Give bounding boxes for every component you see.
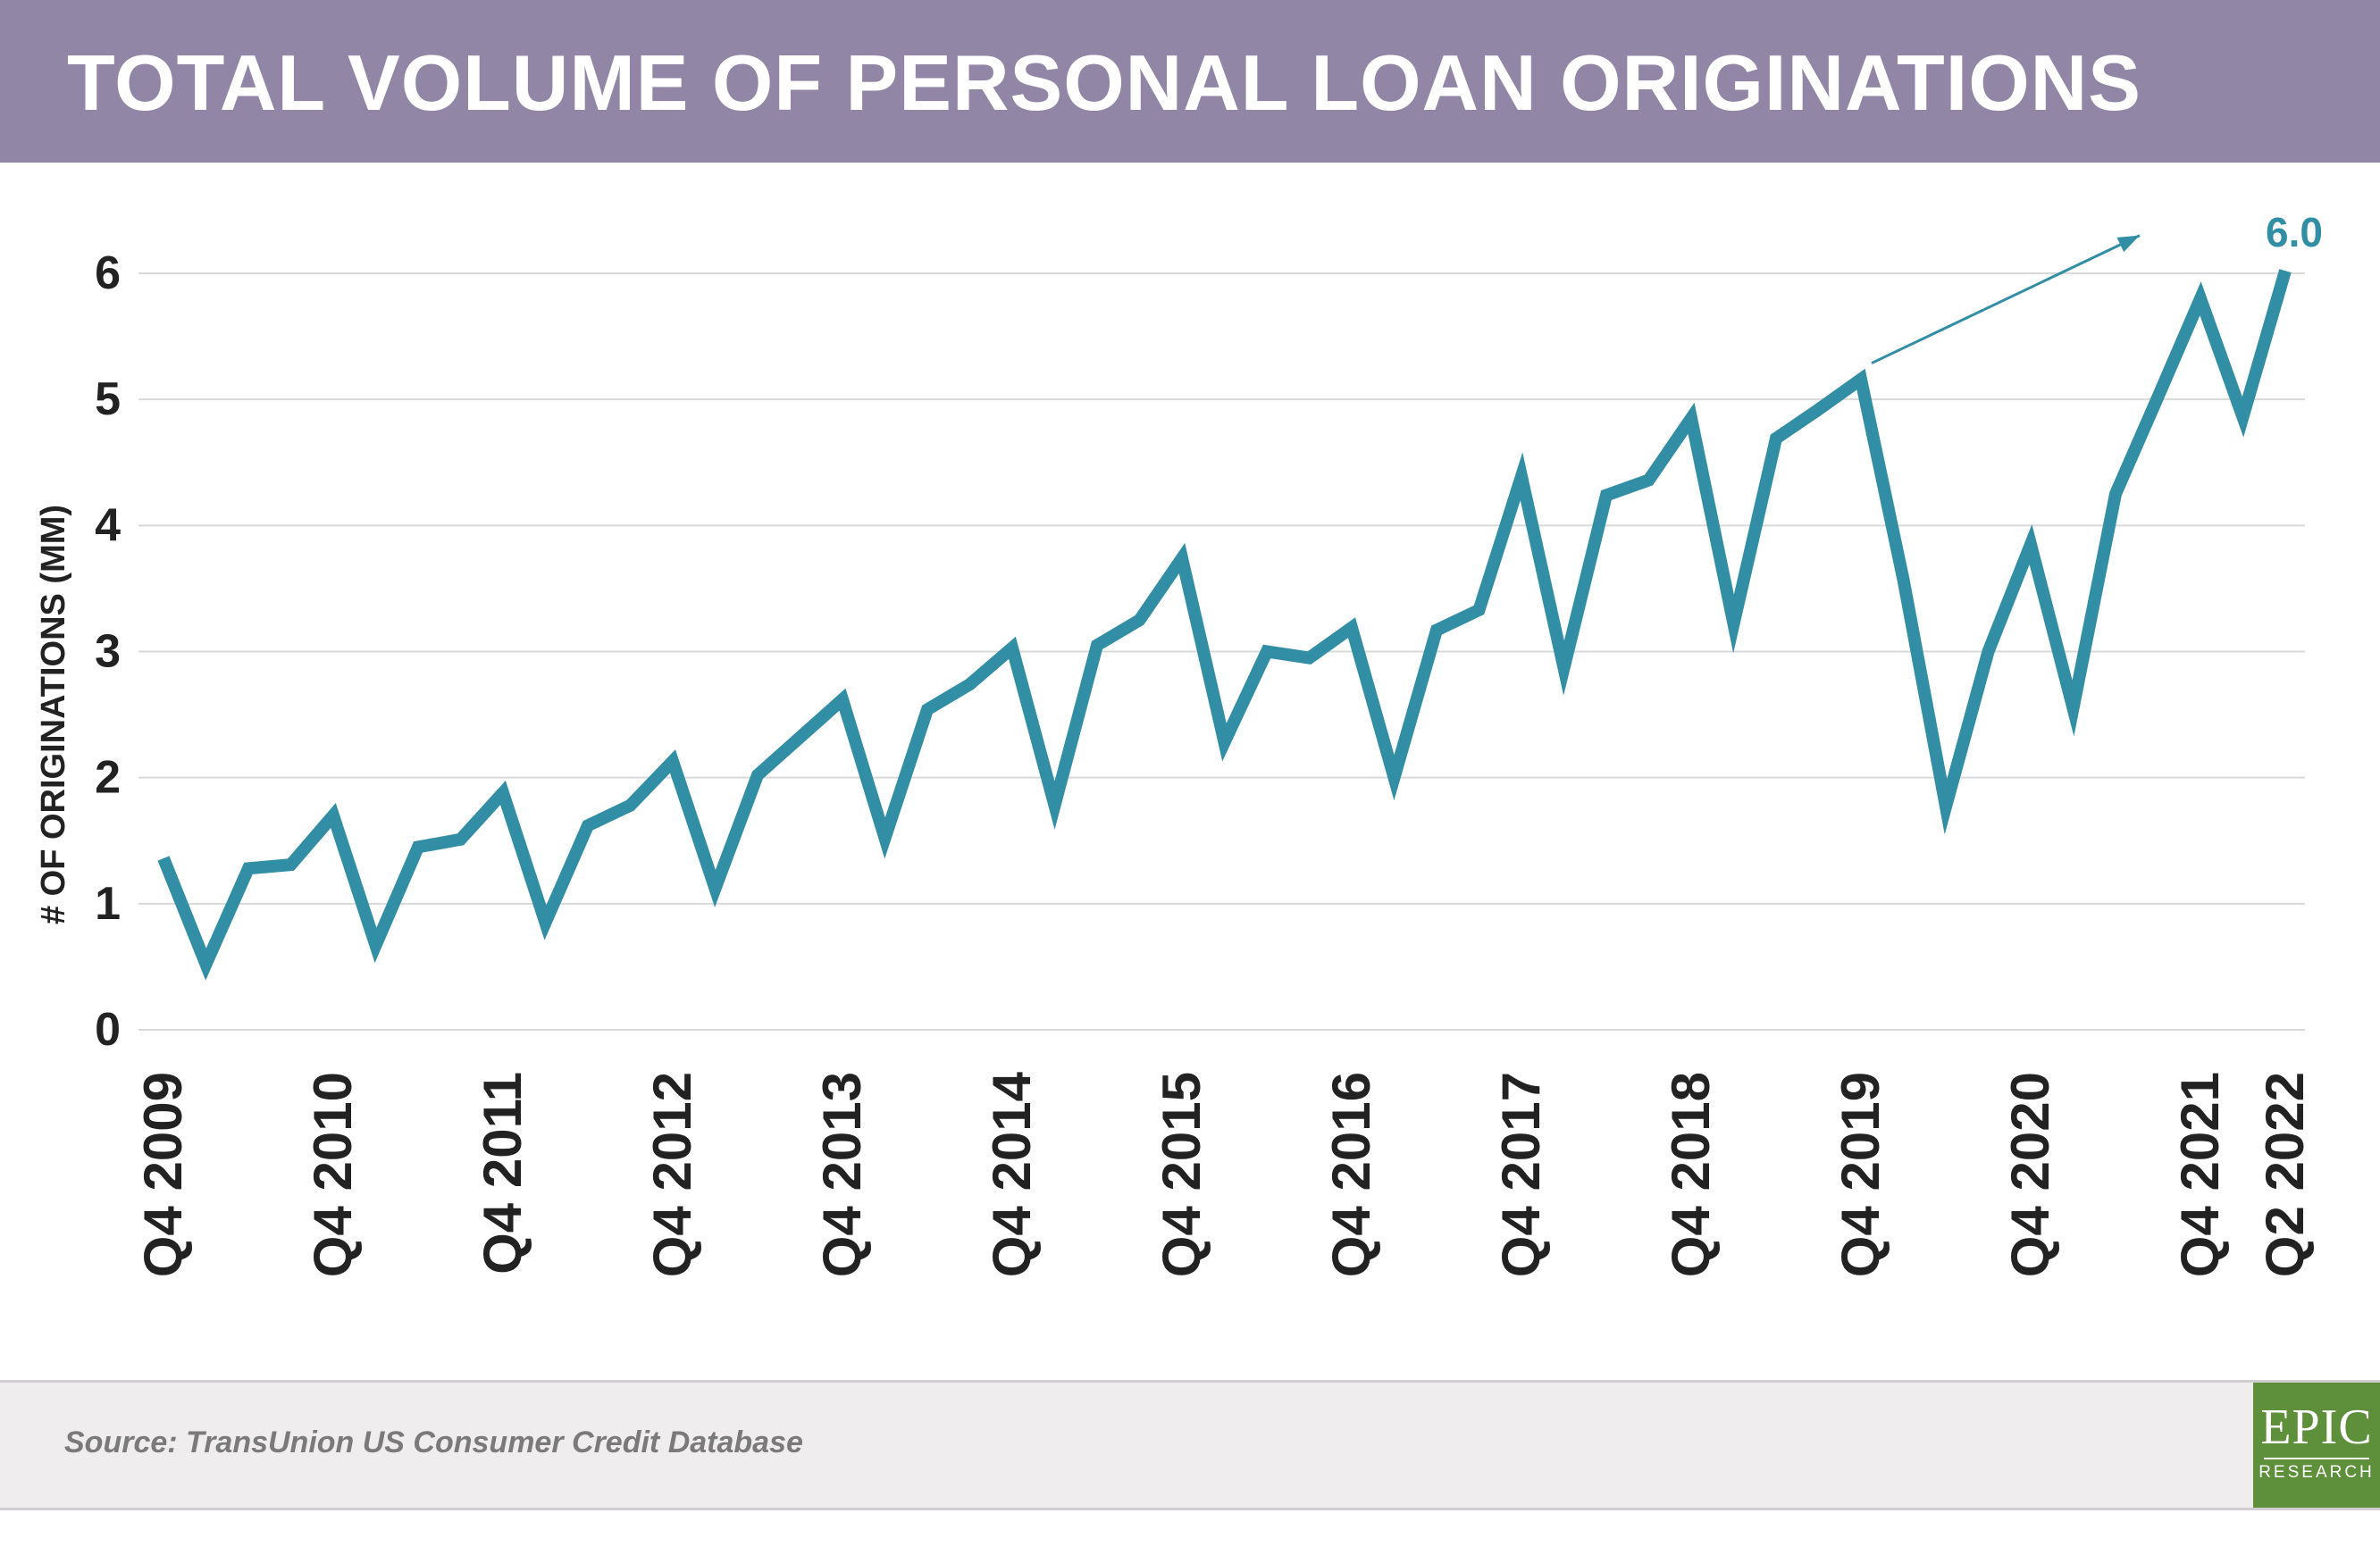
data-point bbox=[672, 760, 674, 762]
trend-arrow bbox=[1871, 234, 2141, 364]
data-point bbox=[1309, 657, 1310, 659]
y-tick-label: 6 bbox=[95, 247, 121, 299]
x-tick-label: Q4 2016 bbox=[1321, 1072, 1381, 1277]
data-point bbox=[1521, 475, 1522, 477]
chart-title: TOTAL VOLUME OF PERSONAL LOAN ORIGINATIO… bbox=[67, 38, 2141, 127]
y-tick-label: 4 bbox=[95, 499, 121, 551]
data-point bbox=[969, 683, 970, 685]
y-axis-ticks: 0 1 2 3 4 5 6 bbox=[95, 247, 121, 1056]
y-tick-label: 1 bbox=[95, 878, 121, 930]
x-tick-label: Q4 2018 bbox=[1661, 1072, 1721, 1277]
data-point bbox=[1139, 619, 1140, 621]
data-point bbox=[2073, 707, 2074, 709]
data-point bbox=[247, 867, 249, 869]
x-tick-label: Q4 2012 bbox=[642, 1072, 702, 1277]
data-point bbox=[2242, 416, 2243, 418]
header-banner: TOTAL VOLUME OF PERSONAL LOAN ORIGINATIO… bbox=[0, 0, 2380, 163]
data-point bbox=[926, 708, 928, 710]
trend-arrow-head bbox=[2116, 235, 2140, 253]
logo-wordmark: EPIC bbox=[2260, 1400, 2373, 1455]
x-tick-label: Q4 2020 bbox=[2000, 1072, 2060, 1277]
data-point bbox=[1988, 651, 1989, 652]
data-point bbox=[2030, 544, 2032, 545]
data-point bbox=[842, 698, 843, 700]
epic-research-logo: EPIC RESEARCH bbox=[2253, 1383, 2380, 1508]
data-point bbox=[1648, 480, 1649, 481]
data-point bbox=[1563, 667, 1564, 669]
data-point bbox=[2284, 270, 2286, 272]
data-point bbox=[884, 837, 885, 839]
y-tick-label: 3 bbox=[95, 626, 121, 678]
y-tick-label: 2 bbox=[95, 752, 121, 804]
source-note: Source: TransUnion US Consumer Credit Da… bbox=[64, 1425, 803, 1459]
y-tick-label: 0 bbox=[95, 1004, 121, 1056]
data-point bbox=[1690, 417, 1692, 419]
data-point bbox=[1266, 651, 1268, 652]
data-point bbox=[205, 964, 206, 966]
data-point bbox=[1775, 438, 1777, 439]
data-point bbox=[502, 792, 504, 794]
x-tick-label: Q4 2013 bbox=[812, 1072, 872, 1277]
x-tick-label: Q4 2014 bbox=[982, 1071, 1042, 1277]
data-point bbox=[1394, 777, 1395, 779]
data-point bbox=[460, 839, 461, 840]
data-point bbox=[1860, 379, 1862, 380]
y-axis-label: # OF ORIGINATIONS (MM) bbox=[35, 505, 72, 924]
data-point bbox=[375, 944, 376, 946]
data-point bbox=[1903, 579, 1904, 581]
grid-lines bbox=[138, 272, 2305, 1031]
data-point bbox=[332, 815, 334, 816]
data-labels: 6.0 bbox=[2266, 209, 2323, 255]
data-point bbox=[417, 846, 419, 848]
x-tick-label: Q4 2021 bbox=[2170, 1072, 2230, 1277]
logo-divider bbox=[2264, 1458, 2369, 1459]
data-point bbox=[587, 824, 589, 826]
x-tick-label: Q2 2022 bbox=[2255, 1072, 2315, 1277]
data-point bbox=[1351, 627, 1353, 629]
footer: Source: TransUnion US Consumer Credit Da… bbox=[0, 1380, 2380, 1510]
data-point bbox=[163, 857, 164, 859]
data-point bbox=[1096, 644, 1098, 646]
data-point bbox=[715, 888, 716, 890]
data-point bbox=[1181, 557, 1183, 559]
data-point bbox=[545, 922, 546, 924]
data-point bbox=[1054, 805, 1055, 807]
x-tick-label: Q4 2009 bbox=[133, 1072, 193, 1277]
data-point bbox=[2200, 297, 2201, 299]
x-tick-label: Q4 2011 bbox=[473, 1072, 532, 1275]
data-point bbox=[1818, 409, 1819, 410]
logo-subtitle: RESEARCH bbox=[2258, 1463, 2375, 1482]
x-tick-label: Q4 2017 bbox=[1491, 1072, 1551, 1277]
data-point bbox=[1605, 495, 1607, 496]
data-label: 6.0 bbox=[2266, 209, 2323, 255]
data-point bbox=[630, 805, 631, 807]
data-point bbox=[1224, 741, 1225, 743]
series-line bbox=[157, 269, 2292, 981]
x-tick-label: Q4 2010 bbox=[303, 1072, 363, 1277]
x-tick-label: Q4 2015 bbox=[1152, 1072, 1211, 1277]
data-series bbox=[157, 269, 2292, 981]
y-tick-label: 5 bbox=[95, 373, 121, 425]
x-tick-label: Q4 2019 bbox=[1831, 1072, 1890, 1277]
x-axis-ticks: Q4 2009 Q4 2010 Q4 2011 Q4 2012 Q4 2013 Q4 20… bbox=[133, 1071, 2315, 1277]
data-point bbox=[1733, 623, 1734, 624]
